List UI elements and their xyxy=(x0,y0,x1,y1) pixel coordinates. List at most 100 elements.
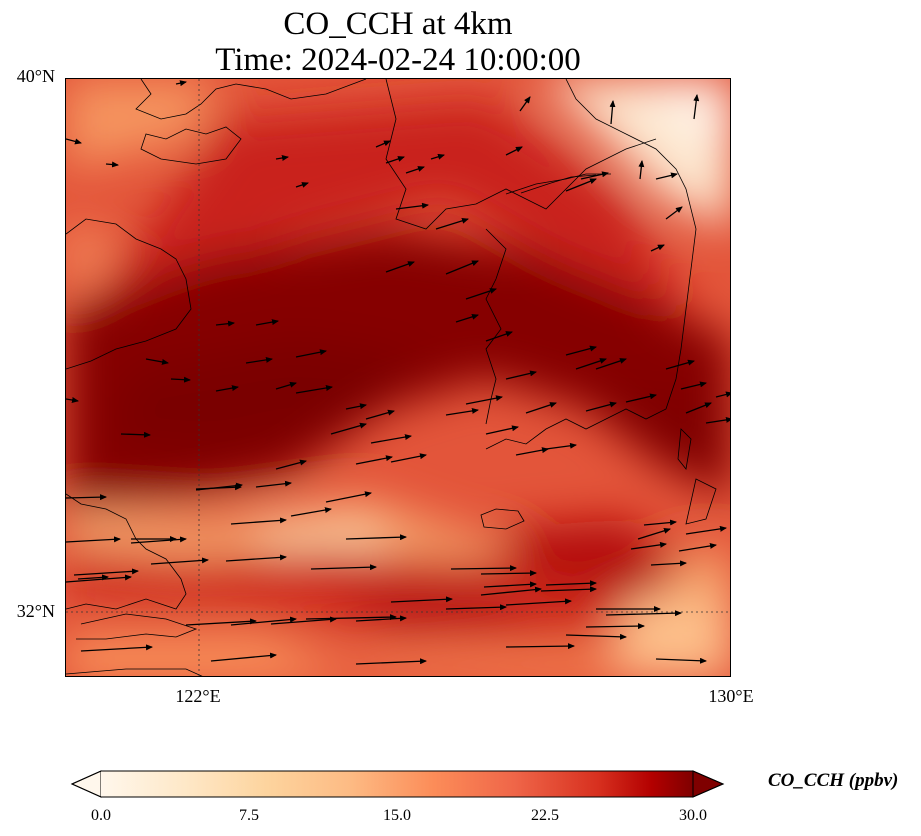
colorbar-gradient xyxy=(101,771,693,797)
wind-arrow xyxy=(405,166,425,174)
wind-arrow xyxy=(215,320,235,327)
wind-arrow xyxy=(230,616,297,626)
wind-arrow xyxy=(120,431,151,438)
wind-arrow xyxy=(455,313,479,323)
wind-arrow xyxy=(395,202,429,210)
wind-arrow xyxy=(465,288,497,300)
wind-arrow xyxy=(255,480,292,488)
wind-arrow xyxy=(445,604,507,611)
wind-arrow xyxy=(480,586,542,596)
wind-arrow xyxy=(655,172,678,180)
wind-arrow xyxy=(665,359,695,370)
wind-arrow xyxy=(275,381,297,390)
wind-arrow xyxy=(665,206,683,220)
wind-arrow xyxy=(330,422,367,435)
colorbar-tick-1: 7.5 xyxy=(239,807,259,824)
colorbar-tick-0: 0.0 xyxy=(91,807,111,824)
wind-arrow xyxy=(225,554,287,562)
colorbar-tick-4: 30.0 xyxy=(679,807,707,824)
wind-arrow xyxy=(77,574,109,581)
wind-arrow xyxy=(609,100,616,125)
wind-arrow xyxy=(565,633,627,640)
wind-arrow xyxy=(170,376,191,383)
colorbar-tick-3: 22.5 xyxy=(531,807,559,824)
lat-label-32n: 32°N xyxy=(16,601,55,621)
wind-arrow xyxy=(73,568,139,576)
wind-arrow xyxy=(450,565,517,572)
wind-arrow xyxy=(390,453,427,463)
wind-arrow xyxy=(505,146,523,156)
wind-arrow xyxy=(385,156,405,164)
wind-arrow xyxy=(66,574,132,583)
wind-arrow xyxy=(150,557,209,565)
wind-arrow xyxy=(678,542,717,552)
wind-arrow xyxy=(585,623,645,630)
wind-arrow xyxy=(580,171,609,180)
map-time-subtitle: Time: 2024-02-24 10:00:00 xyxy=(215,42,581,78)
wind-arrow xyxy=(638,160,645,180)
wind-arrow xyxy=(545,580,597,587)
colorbar-tick-2: 15.0 xyxy=(383,807,411,824)
colorbar-label: CO_CCH (ppbv) xyxy=(768,770,899,791)
wind-arrow xyxy=(66,138,82,145)
wind-arrow xyxy=(185,618,257,626)
wind-arrow xyxy=(605,610,682,617)
wind-arrow xyxy=(485,425,519,435)
wind-arrow xyxy=(540,586,597,593)
lon-label-130e: 130°E xyxy=(708,686,754,706)
wind-arrow xyxy=(175,80,187,87)
wind-vectors xyxy=(66,80,730,665)
wind-arrow xyxy=(430,153,445,160)
wind-arrow xyxy=(595,358,627,370)
wind-arrow xyxy=(295,349,327,358)
lat-label-40n: 40°N xyxy=(16,66,55,86)
wind-arrow xyxy=(637,527,671,540)
colorbar xyxy=(70,770,725,798)
wind-arrow xyxy=(545,442,577,450)
wind-arrow xyxy=(370,434,412,444)
wind-arrow xyxy=(375,140,391,148)
wind-arrow xyxy=(685,402,712,414)
wind-arrow xyxy=(230,517,287,525)
wind-arrow xyxy=(680,381,707,390)
wind-arrow xyxy=(525,402,557,414)
co-concentration-field xyxy=(66,79,730,676)
wind-arrow xyxy=(630,541,667,550)
wind-arrow xyxy=(565,178,597,192)
wind-arrow xyxy=(295,182,309,188)
wind-arrow xyxy=(345,534,407,541)
wind-arrow xyxy=(275,155,289,161)
wind-arrow xyxy=(693,94,700,120)
wind-arrow xyxy=(245,356,273,364)
wind-arrow xyxy=(519,96,531,112)
wind-arrow xyxy=(270,616,337,625)
wind-arrow xyxy=(355,455,393,465)
wind-arrow xyxy=(345,403,367,410)
map-title: CO_CCH at 4km xyxy=(283,6,513,42)
wind-arrow xyxy=(275,459,307,470)
wind-arrow xyxy=(145,358,169,365)
wind-arrow xyxy=(505,643,575,650)
wind-arrow xyxy=(445,407,479,416)
colorbar-min-extend xyxy=(70,770,102,798)
wind-arrow xyxy=(515,447,549,456)
wind-arrow xyxy=(445,260,479,275)
wind-arrow xyxy=(565,345,597,356)
wind-arrow xyxy=(310,564,377,571)
wind-arrow xyxy=(305,614,397,621)
wind-arrow xyxy=(435,217,469,230)
wind-arrow xyxy=(210,652,277,662)
wind-arrow xyxy=(365,409,395,420)
wind-arrow xyxy=(385,261,415,273)
wind-arrow xyxy=(325,491,372,503)
wind-arrow xyxy=(66,397,79,403)
wind-arrow xyxy=(355,658,427,665)
wind-arrow xyxy=(685,525,727,535)
wind-arrow xyxy=(643,519,677,526)
wind-arrow xyxy=(195,484,242,491)
wind-arrow xyxy=(66,494,107,501)
wind-arrow xyxy=(295,385,333,394)
wind-arrow xyxy=(625,393,657,403)
wind-arrow xyxy=(715,391,730,398)
wind-arrow xyxy=(255,319,279,326)
